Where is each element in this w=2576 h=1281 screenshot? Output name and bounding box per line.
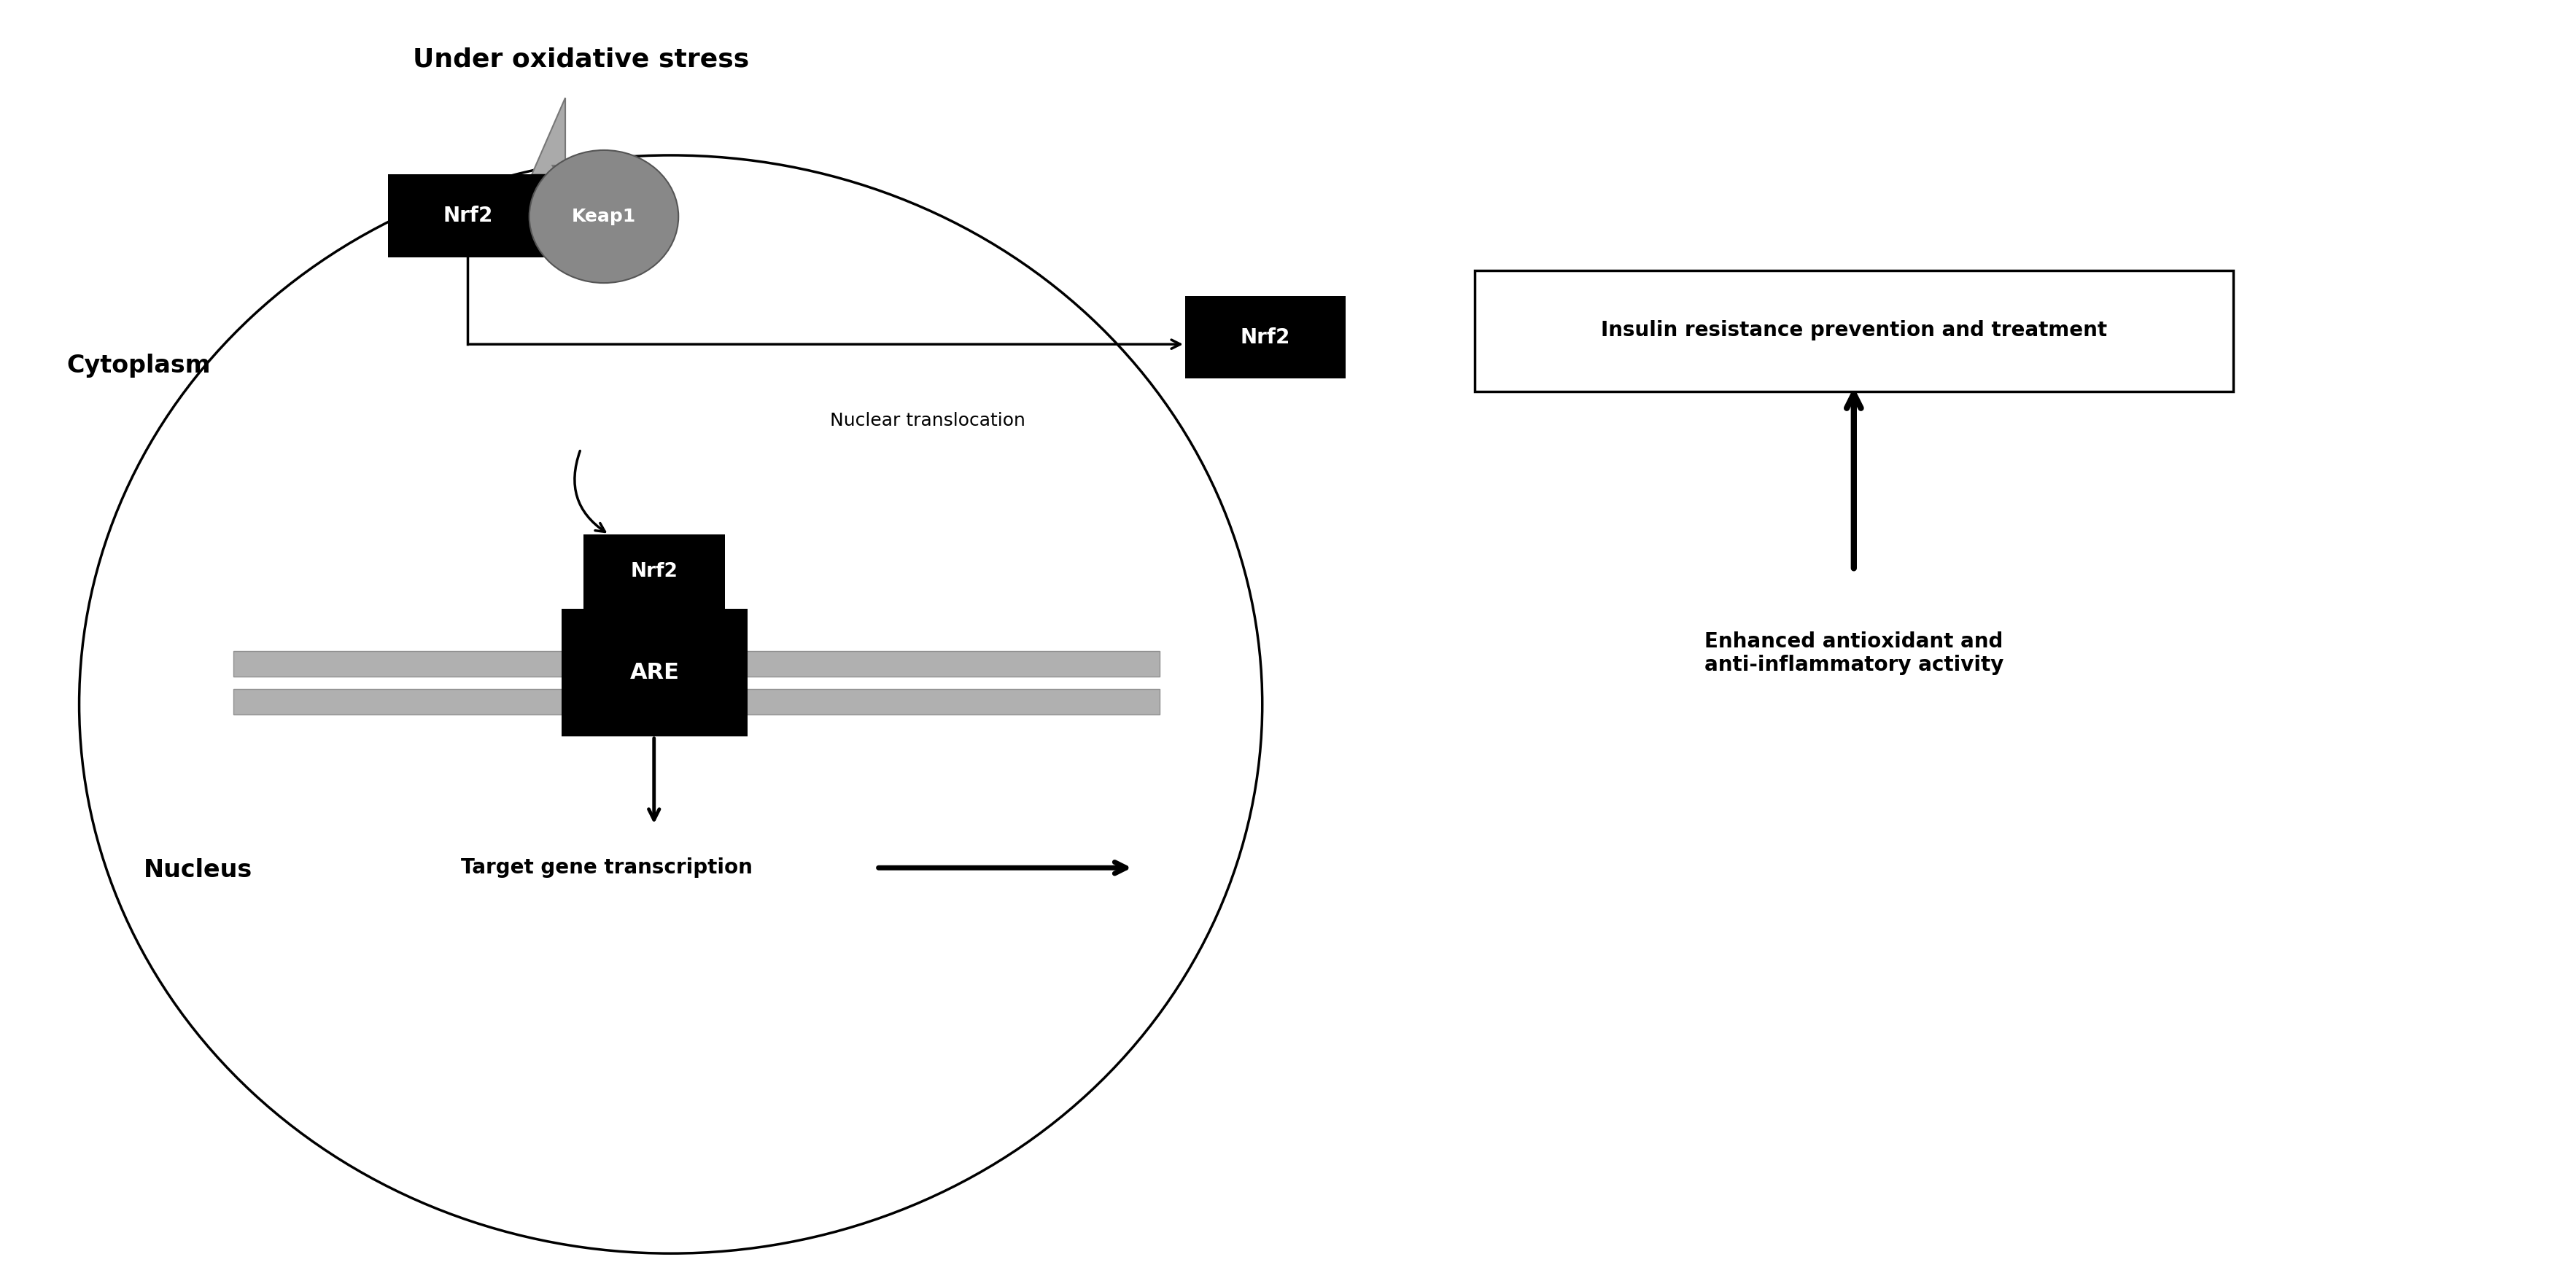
Ellipse shape — [80, 155, 1262, 1253]
Text: Keap1: Keap1 — [572, 208, 636, 225]
FancyBboxPatch shape — [582, 534, 724, 608]
FancyBboxPatch shape — [1185, 296, 1345, 379]
FancyBboxPatch shape — [234, 689, 1159, 715]
Text: Cytoplasm: Cytoplasm — [67, 354, 211, 378]
Text: Enhanced antioxidant and
anti-inflammatory activity: Enhanced antioxidant and anti-inflammato… — [1705, 632, 2004, 675]
Text: Nrf2: Nrf2 — [1242, 327, 1291, 347]
FancyBboxPatch shape — [234, 651, 1159, 676]
FancyBboxPatch shape — [1473, 270, 2233, 392]
Polygon shape — [531, 97, 587, 234]
Text: Under oxidative stress: Under oxidative stress — [412, 47, 750, 72]
Text: Target gene transcription: Target gene transcription — [461, 857, 752, 877]
Ellipse shape — [528, 150, 677, 283]
FancyBboxPatch shape — [562, 608, 747, 737]
Text: Nuclear translocation: Nuclear translocation — [829, 412, 1025, 429]
FancyBboxPatch shape — [389, 174, 549, 257]
Text: Insulin resistance prevention and treatment: Insulin resistance prevention and treatm… — [1600, 320, 2107, 341]
Text: Nrf2: Nrf2 — [443, 206, 492, 227]
Text: Nrf2: Nrf2 — [631, 562, 677, 582]
Text: ARE: ARE — [631, 662, 680, 683]
Text: Nucleus: Nucleus — [144, 858, 252, 883]
